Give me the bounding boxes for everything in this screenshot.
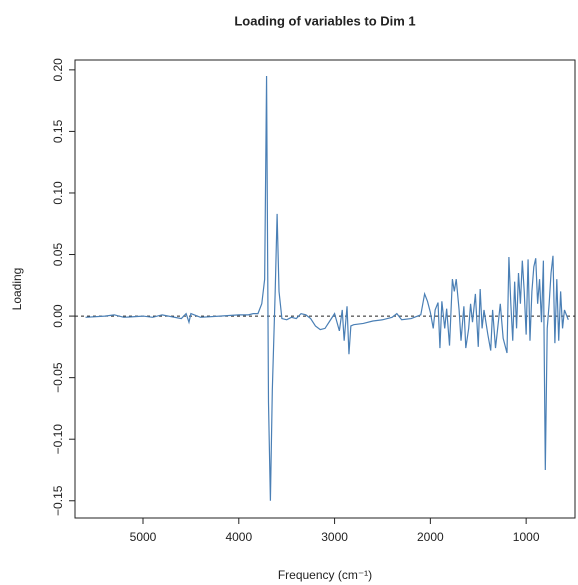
y-tick-label: −0.10 [51, 424, 65, 455]
y-tick-label: 0.10 [51, 181, 65, 205]
plot-frame [74, 59, 576, 519]
y-axis-label: Loading [10, 268, 24, 311]
x-tick-label: 3000 [321, 530, 348, 544]
data-line [85, 76, 569, 501]
x-axis-label: Frequency (cm⁻¹) [278, 568, 372, 582]
x-tick-label: 1000 [513, 530, 540, 544]
x-tick-label: 2000 [417, 530, 444, 544]
y-tick-label: 0.05 [51, 243, 65, 267]
y-tick-label: 0.15 [51, 119, 65, 143]
y-tick-label: −0.05 [51, 362, 65, 393]
y-tick-label: 0.00 [51, 304, 65, 328]
x-tick-label: 4000 [225, 530, 252, 544]
y-tick-label: 0.20 [51, 58, 65, 82]
chart-title: Loading of variables to Dim 1 [234, 13, 415, 28]
y-tick-label: −0.15 [51, 485, 65, 516]
x-tick-label: 5000 [130, 530, 157, 544]
